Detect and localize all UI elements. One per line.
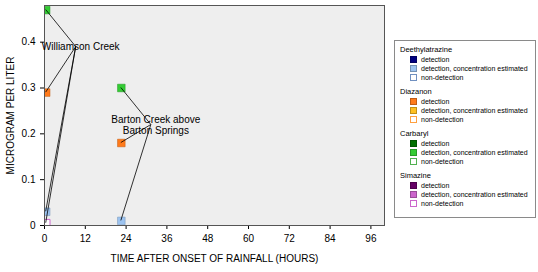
html-text:detection: detection <box>421 140 450 147</box>
html-text:detection, concentration estim: detection, concentration estimated <box>421 65 528 72</box>
svg-text:0.3: 0.3 <box>22 82 36 93</box>
html-text:detection: detection <box>421 98 450 105</box>
svg-text:36: 36 <box>161 233 173 244</box>
svg-text:0.1: 0.1 <box>22 174 36 185</box>
html-text:Simazine: Simazine <box>400 171 431 180</box>
svg-text:24: 24 <box>121 233 133 244</box>
svg-text:0: 0 <box>30 220 36 231</box>
html-text:Diazanon: Diazanon <box>400 87 432 96</box>
html-text:non-detection: non-detection <box>421 74 464 81</box>
svg-text:0: 0 <box>42 233 48 244</box>
svg-text:96: 96 <box>365 233 377 244</box>
svg-text:72: 72 <box>284 233 296 244</box>
svg-text:60: 60 <box>243 233 255 244</box>
html-text:Carbaryl: Carbaryl <box>400 129 429 138</box>
svg-text:TIME AFTER ONSET OF RAINFALL (: TIME AFTER ONSET OF RAINFALL (HOURS) <box>111 253 319 264</box>
html-text:detection, concentration estim: detection, concentration estimated <box>421 191 528 198</box>
html-text:Deethylatrazine: Deethylatrazine <box>400 45 453 54</box>
html-text:non-detection: non-detection <box>421 158 464 165</box>
html-text:non-detection: non-detection <box>421 200 464 207</box>
svg-text:48: 48 <box>202 233 214 244</box>
svg-text:84: 84 <box>325 233 337 244</box>
svg-text:Barton Creek aboveBarton Sprin: Barton Creek aboveBarton Springs <box>111 114 200 136</box>
html-text:detection, concentration estim: detection, concentration estimated <box>421 107 528 114</box>
svg-text:0.4: 0.4 <box>22 36 36 47</box>
html-text:detection, concentration estim: detection, concentration estimated <box>421 149 528 156</box>
html-text:detection: detection <box>421 182 450 189</box>
svg-text:Williamson Creek: Williamson Creek <box>42 41 121 52</box>
html-text:non-detection: non-detection <box>421 116 464 123</box>
svg-text:12: 12 <box>80 233 92 244</box>
svg-text:MICROGRAM PER LITER: MICROGRAM PER LITER <box>5 57 16 175</box>
html-text:detection: detection <box>421 56 450 63</box>
svg-text:0.2: 0.2 <box>22 128 36 139</box>
